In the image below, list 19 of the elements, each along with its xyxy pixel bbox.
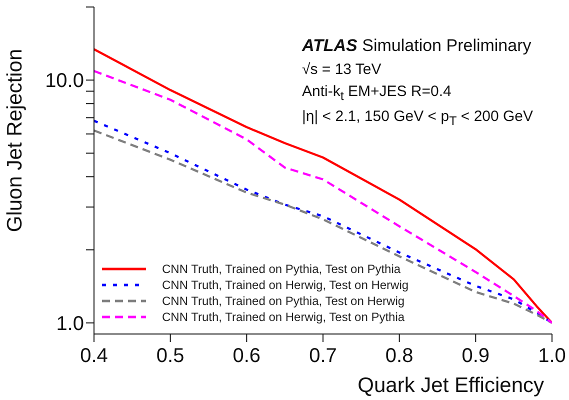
x-tick-label: 0.6 <box>232 345 261 368</box>
text: √s = 13 TeV <box>302 61 382 78</box>
x-tick-label: 0.9 <box>462 345 490 368</box>
legend-label: CNN Truth, Trained on Herwig, Test on Pythia <box>162 309 405 325</box>
y-axis-title: Gluon Jet Rejection <box>3 48 26 232</box>
x-tick-label: 0.7 <box>309 345 337 368</box>
text: |η| < 2.1, 150 GeV < p$_{T}$ < 200 GeV <box>302 108 534 128</box>
text: Simulation Preliminary <box>362 36 532 55</box>
x-tick-label: 0.8 <box>385 345 414 368</box>
x-tick-label: 0.4 <box>80 345 108 368</box>
x-axis-title: Quark Jet Efficiency <box>358 374 544 397</box>
x-tick-label: 0.5 <box>156 345 184 368</box>
legend-label: CNN Truth, Trained on Herwig, Test on Herwig <box>162 277 409 293</box>
legend-label: CNN Truth, Trained on Pythia, Test on Pythia <box>162 261 401 277</box>
x-tick-label: 1.0 <box>538 345 566 368</box>
text: ATLAS <box>302 36 358 55</box>
text: Anti-k$_{t}$ EM+JES R=0.4 <box>302 83 452 103</box>
y-tick-label: 10.0 <box>45 70 84 92</box>
legend-label: CNN Truth, Trained on Pythia, Test on Herwig <box>162 293 405 309</box>
